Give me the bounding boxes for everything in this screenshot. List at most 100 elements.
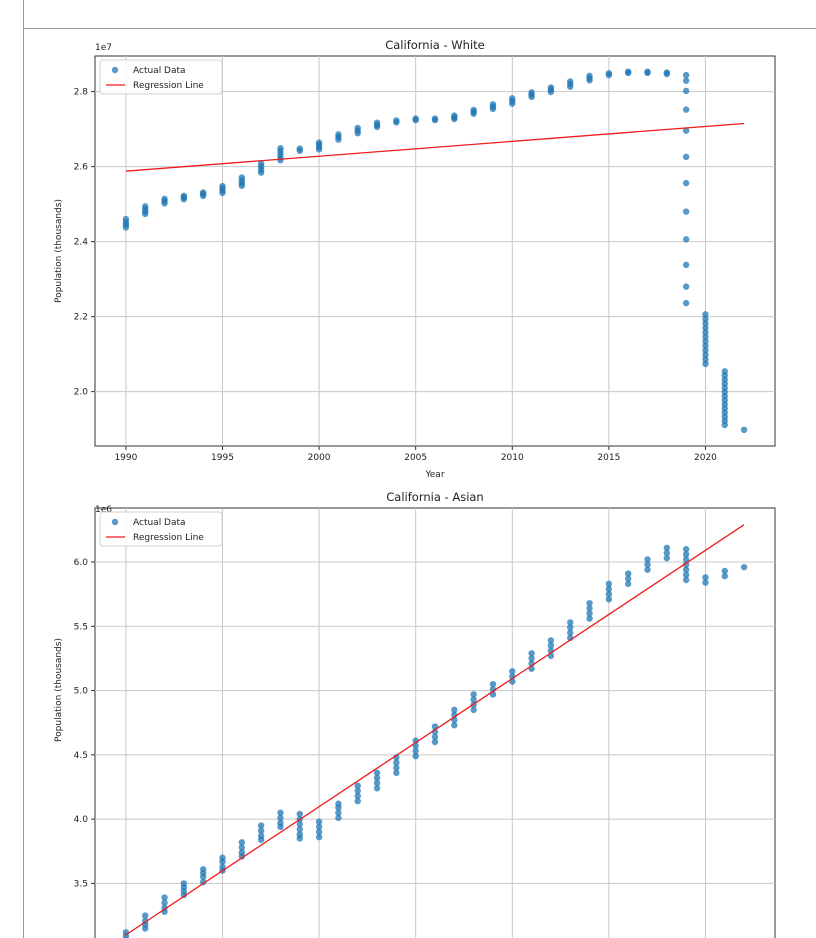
chart-white-ytick-label: 2.8 (74, 88, 89, 98)
chart-asian-data-point (586, 599, 593, 607)
chart-asian-data-point (567, 619, 574, 626)
chart-white-title: California - White (385, 38, 485, 52)
chart-asian-data-point (528, 650, 535, 657)
chart-white-data-point (528, 89, 535, 96)
chart-california-white: California - White 1e7 Year Population (… (54, 38, 776, 480)
chart-white-data-point (682, 236, 690, 243)
chart-asian-data-point (586, 610, 593, 617)
chart-asian-data-point (142, 912, 149, 919)
chart-white-offset-text: 1e7 (95, 43, 112, 53)
chart-white-marks (95, 56, 775, 446)
chart-asian-data-point (412, 747, 419, 755)
chart-asian-data-point (451, 706, 458, 714)
chart-asian-regression-line (125, 524, 745, 936)
chart-white-data-point (702, 338, 709, 345)
chart-asian-data-point (624, 575, 632, 582)
chart-asian-data-point (624, 570, 632, 577)
chart-asian-data-point (644, 561, 651, 568)
chart-asian-data-point (393, 764, 400, 771)
chart-white-data-point (335, 131, 342, 138)
chart-asian-data-point (721, 567, 728, 575)
chart-asian-data-point (644, 566, 651, 573)
chart-asian-data-point (315, 833, 323, 841)
chart-white-data-point (470, 106, 477, 114)
chart-asian-data-point (219, 863, 226, 870)
chart-asian-marks (95, 508, 775, 938)
chart-white-data-point (702, 347, 709, 354)
chart-white-data-point (373, 119, 381, 126)
legend-label-actual-data: Actual Data (133, 518, 186, 528)
chart-asian-ytick-label: 6.0 (74, 558, 89, 568)
chart-asian-data-point (315, 818, 323, 825)
chart-white-data-point (682, 87, 690, 95)
legend-label-regression-line: Regression Line (133, 81, 204, 91)
chart-asian-data-point (489, 680, 497, 688)
chart-white-data-point (682, 299, 690, 307)
chart-asian-data-point (373, 779, 381, 787)
chart-asian-data-point (682, 561, 690, 568)
chart-white-data-point (277, 145, 284, 152)
chart-white-plot-area (94, 55, 776, 447)
chart-asian-ytick-label: 4.5 (74, 751, 88, 761)
chart-asian-data-point (277, 819, 284, 827)
chart-white-data-point (393, 117, 400, 124)
chart-asian-data-point (315, 823, 323, 831)
chart-white-ytick-label: 2.4 (74, 238, 89, 248)
chart-asian-offset-text: 1e6 (95, 505, 112, 515)
chart-white-data-point (682, 106, 690, 113)
output-top-border (23, 28, 816, 29)
chart-white-xtick-label: 2015 (597, 453, 620, 463)
chart-white-data-point (142, 203, 149, 210)
chart-asian-data-point (354, 797, 361, 805)
legend-box (99, 59, 223, 95)
chart-asian-data-point (682, 566, 690, 573)
chart-asian-data-point (315, 828, 323, 836)
chart-asian-data-point (605, 590, 613, 598)
chart-white-data-point (586, 72, 593, 80)
chart-white-data-point (412, 115, 419, 122)
chart-asian-data-point (605, 585, 613, 593)
chart-white-data-point (682, 77, 690, 84)
chart-white-ytick-label: 2.0 (74, 388, 89, 398)
chart-asian-data-point (470, 696, 477, 703)
chart-white-ytick-label: 2.6 (74, 163, 89, 173)
chart-asian-ylabel: Population (thousands) (54, 638, 64, 742)
chart-asian-data-point (277, 809, 284, 816)
chart-white-xtick-label: 2020 (694, 453, 717, 463)
chart-asian-data-point (219, 854, 226, 861)
chart-asian-data-point (373, 785, 381, 792)
chart-white-data-point (489, 101, 497, 108)
chart-asian-data-point (567, 624, 574, 631)
chart-asian-data-point (354, 792, 361, 800)
chart-white-data-point (702, 360, 709, 368)
chart-asian-data-point (180, 880, 188, 887)
chart-white-data-point (296, 145, 303, 152)
chart-asian-data-point (682, 571, 690, 579)
chart-white-data-point (702, 333, 709, 341)
chart-asian-data-point (354, 782, 361, 789)
chart-white-data-point (702, 324, 709, 332)
chart-asian-data-point (238, 849, 246, 856)
chart-asian-data-point (470, 691, 477, 698)
chart-asian-data-point (354, 787, 361, 795)
chart-asian-data-point (509, 668, 516, 675)
chart-asian-data-point (412, 752, 419, 760)
chart-white-data-point (161, 195, 168, 203)
chart-asian-data-point (682, 556, 690, 563)
chart-white-regression-line (125, 122, 745, 172)
chart-asian-data-point (257, 822, 265, 829)
chart-white-ytick-label: 2.2 (74, 313, 88, 323)
chart-asian-data-point (547, 637, 555, 644)
chart-white-data-point (180, 192, 188, 200)
chart-white-data-point (682, 153, 690, 161)
chart-asian-title: California - Asian (386, 490, 483, 504)
chart-asian-data-point (451, 722, 458, 729)
chart-white-data-point (451, 112, 458, 119)
chart-white-ylabel: Population (thousands) (54, 199, 64, 303)
chart-white-data-point (567, 78, 574, 85)
chart-asian-data-point (740, 563, 748, 571)
chart-white-data-point (547, 84, 555, 91)
chart-white-legend: Actual Data Regression Line (99, 59, 223, 95)
chart-asian-data-point (373, 769, 381, 777)
